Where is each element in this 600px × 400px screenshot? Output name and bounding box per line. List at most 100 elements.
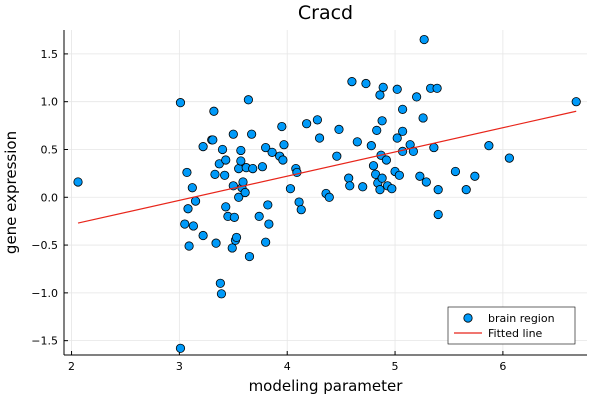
axes (63, 30, 587, 356)
x-tick-label: 6 (499, 360, 506, 373)
x-tick-label: 3 (176, 360, 183, 373)
y-tick-label: 0.0 (41, 191, 59, 204)
data-point (234, 192, 244, 202)
data-point (248, 164, 258, 174)
data-point (433, 185, 443, 195)
data-point (263, 200, 273, 210)
data-point (254, 211, 264, 221)
data-point (221, 155, 231, 165)
data-point (182, 167, 192, 178)
data-point (187, 183, 197, 193)
data-point (227, 243, 237, 253)
data-point (228, 129, 238, 139)
legend-box (447, 306, 576, 345)
data-point (236, 156, 246, 166)
data-point (236, 145, 246, 156)
data-point (470, 171, 480, 181)
x-tick-label: 2 (68, 360, 75, 373)
y-tick-label: 1.0 (41, 96, 59, 109)
fitted-line (77, 110, 577, 224)
data-point (229, 212, 239, 222)
data-point (244, 251, 255, 262)
data-point (433, 209, 443, 220)
data-point (277, 121, 287, 132)
legend-marker-brain-region (463, 313, 473, 323)
data-point (361, 78, 371, 89)
data-point (209, 106, 219, 116)
data-point (372, 125, 382, 135)
chart-title: Cracd (298, 2, 353, 24)
y-tick-label: −0.5 (31, 239, 58, 252)
data-point (267, 147, 277, 157)
y-tick-label: 1.5 (41, 48, 59, 61)
data-point (334, 124, 344, 135)
data-point (296, 205, 306, 215)
x-tick-label: 5 (392, 360, 399, 373)
data-point (432, 83, 442, 93)
data-point (217, 144, 228, 155)
data-point (231, 232, 242, 243)
data-point (366, 141, 376, 151)
data-point (461, 185, 471, 195)
data-point (234, 164, 244, 174)
data-point (312, 115, 323, 125)
y-tick-label: 0.5 (41, 143, 59, 156)
data-point (175, 98, 186, 108)
x-tick-label: 4 (284, 360, 291, 373)
data-point (412, 92, 422, 102)
data-point (429, 142, 439, 153)
data-point (377, 173, 387, 183)
x-axis-label: modeling parameter (249, 377, 404, 395)
data-point (285, 184, 296, 194)
data-point (378, 82, 388, 92)
data-point (188, 221, 199, 231)
data-point (314, 133, 325, 143)
data-point (324, 192, 334, 202)
data-point (247, 129, 257, 139)
data-point (208, 135, 218, 145)
data-point (240, 187, 250, 198)
data-point (484, 141, 494, 151)
data-point (368, 161, 379, 171)
data-point (421, 177, 431, 187)
data-point (377, 116, 387, 126)
data-point (210, 169, 220, 179)
data-point (211, 238, 221, 248)
y-tick-label: −1.0 (31, 287, 58, 300)
data-point (183, 204, 193, 214)
data-point (294, 197, 304, 207)
tick-labels: 2 3 4 5 6 −1.5 −1.0 −0.5 0.0 0.5 1.0 1.5 (31, 48, 506, 373)
data-point (375, 90, 385, 100)
data-point (392, 84, 402, 94)
plot-area (73, 34, 581, 353)
data-point (278, 155, 288, 165)
data-point (398, 126, 408, 136)
data-point (398, 104, 408, 114)
data-point (375, 185, 385, 195)
data-point (387, 184, 397, 194)
y-axis-label: gene expression (2, 131, 20, 254)
data-point (352, 137, 362, 147)
data-point (184, 241, 194, 251)
data-point (190, 196, 201, 206)
data-point (243, 95, 253, 105)
data-point (392, 133, 402, 143)
data-point (571, 97, 581, 107)
data-point (215, 278, 225, 288)
y-tick-label: −1.5 (31, 335, 58, 348)
data-point (261, 142, 271, 153)
data-point (302, 119, 312, 129)
data-point (415, 171, 425, 181)
data-point (216, 289, 227, 299)
data-point (198, 230, 208, 241)
data-point (220, 170, 230, 180)
data-point (450, 166, 461, 177)
data-point (292, 167, 302, 178)
data-point (257, 162, 268, 172)
data-point (345, 181, 355, 191)
data-point (394, 170, 404, 180)
data-point (332, 151, 342, 161)
data-point (381, 155, 392, 165)
